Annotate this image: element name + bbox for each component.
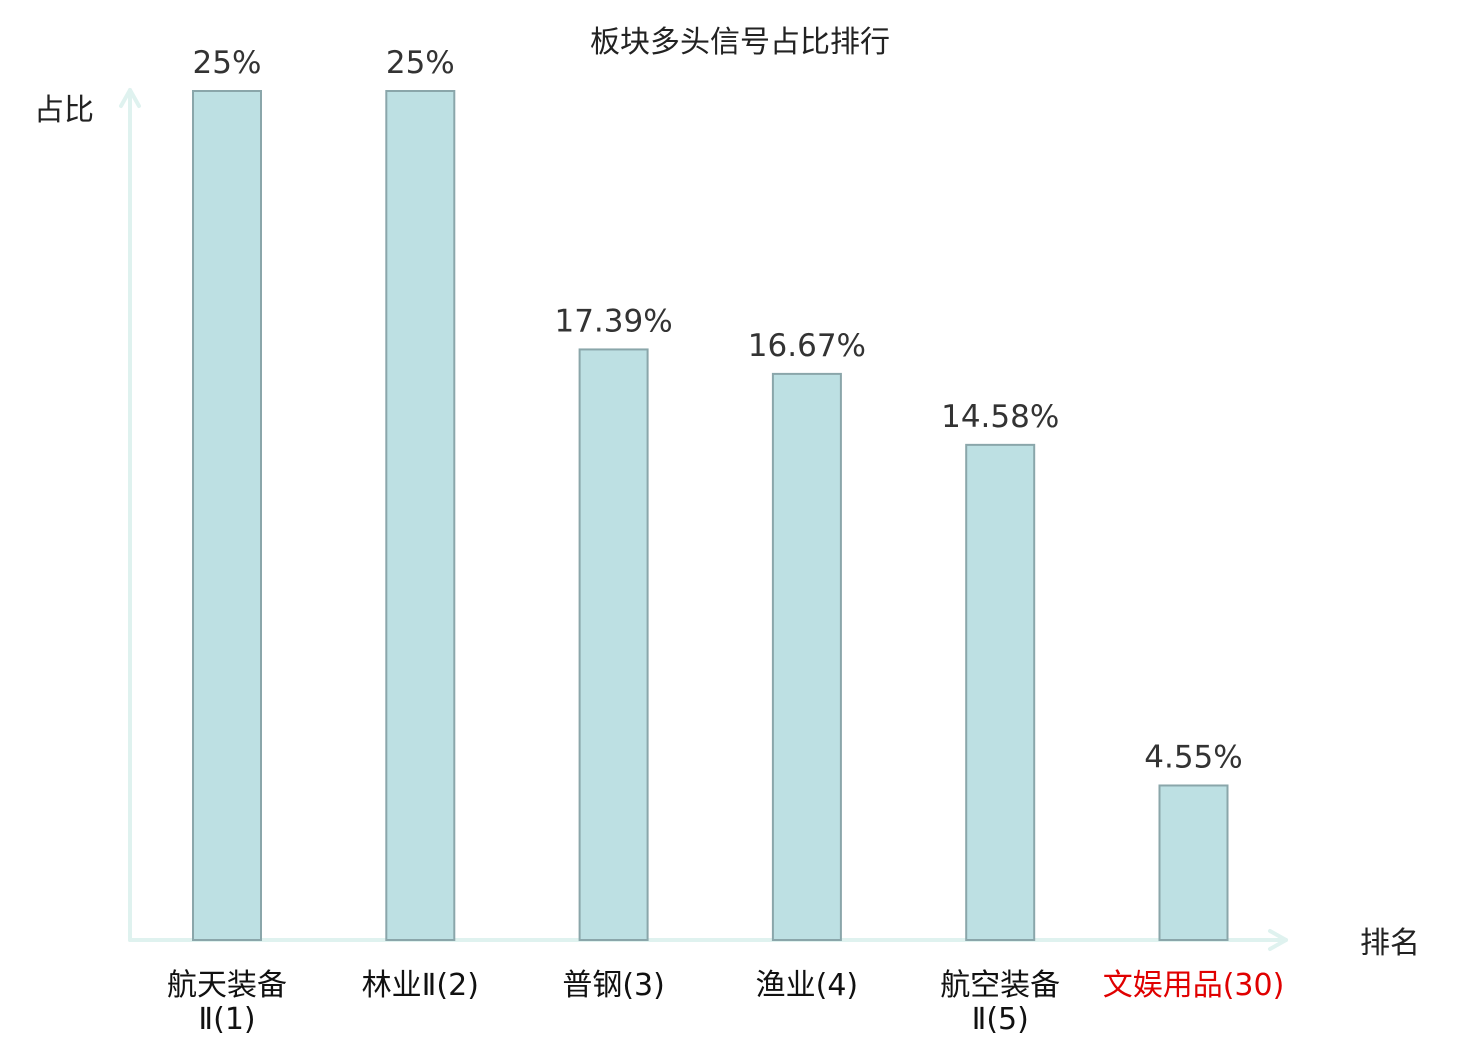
- category-tick-label: Ⅱ(1): [198, 1002, 255, 1037]
- bar-value-label: 14.58%: [941, 399, 1059, 435]
- bar: [192, 90, 262, 941]
- value-labels-group: 25% 25% 17.39% 16.67% 14.58% 4.55%: [193, 45, 1243, 775]
- x-axis-label: 排名: [1360, 926, 1420, 961]
- axes: [119, 88, 1288, 951]
- bar-value-label: 4.55%: [1144, 739, 1242, 775]
- bar-value-label: 25%: [386, 45, 455, 81]
- bar: [1158, 784, 1229, 941]
- category-tick-label: Ⅱ(5): [972, 1002, 1029, 1037]
- bars-group: [192, 90, 1229, 942]
- bar-value-label: 16.67%: [748, 328, 866, 364]
- category-tick-label: 文娱用品(30): [1103, 968, 1285, 1003]
- y-axis-arrow-icon: [119, 88, 141, 108]
- chart-title: 板块多头信号占比排行: [590, 25, 890, 60]
- bar-value-label: 17.39%: [554, 303, 672, 339]
- bar-value-label: 25%: [193, 45, 262, 81]
- category-tick-label: 航空装备: [940, 968, 1060, 1003]
- category-tick-label: 普钢(3): [562, 968, 665, 1003]
- bar: [385, 90, 456, 941]
- bar: [965, 443, 1036, 941]
- y-axis-label: 占比: [34, 93, 94, 128]
- bar: [578, 348, 649, 941]
- bar: [771, 372, 842, 942]
- category-tick-label: 渔业(4): [756, 968, 859, 1003]
- category-tick-label: 航天装备: [167, 968, 287, 1003]
- x-axis-arrow-icon: [1268, 929, 1288, 951]
- category-tick-label: 林业Ⅱ(2): [362, 968, 479, 1003]
